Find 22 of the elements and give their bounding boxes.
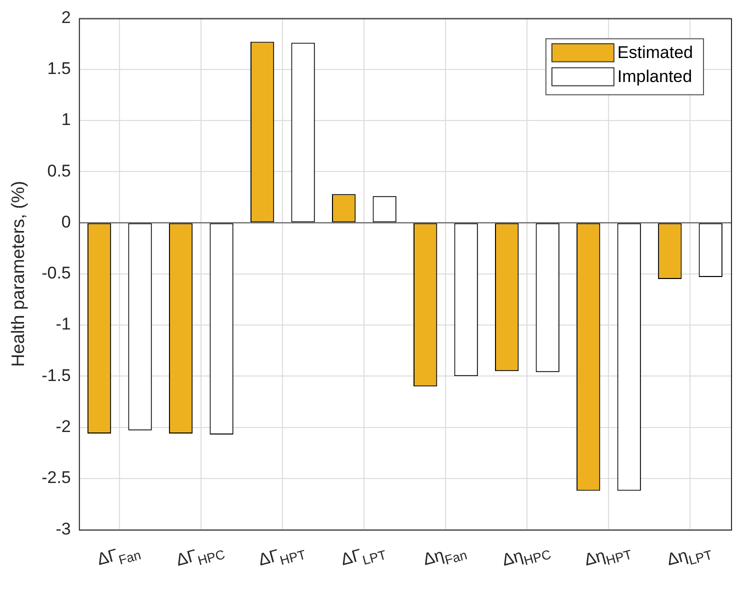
- y-tick-label: -1: [56, 314, 71, 334]
- y-tick-label: 1: [61, 110, 71, 130]
- x-tick-label: ΔηFan: [420, 545, 469, 570]
- y-tick-label: -3: [56, 519, 71, 538]
- x-tick-label: ΔΓLPT: [338, 546, 388, 570]
- x-tick-label: ΔηLPT: [664, 546, 714, 570]
- x-tick-label: ΔΓHPT: [256, 546, 308, 570]
- x-tick-label: ΔΓFan: [94, 545, 143, 570]
- x-tick-label: ΔηHPT: [582, 546, 634, 570]
- text: Implanted: [617, 66, 692, 86]
- x-tick-label: ΔΓHPC: [174, 546, 226, 570]
- y-tick-label: -0.5: [42, 264, 71, 283]
- legend-label: Estimated: [617, 42, 694, 62]
- y-tick-label: -2: [56, 417, 71, 436]
- y-tick-label: -2.5: [42, 468, 71, 488]
- y-tick-label: 2: [61, 8, 71, 27]
- y-tick-label: 0.5: [47, 161, 71, 180]
- y-tick-label: 1.5: [47, 59, 71, 78]
- y-tick-label: -1.5: [42, 366, 71, 385]
- x-tick-label: ΔηHPC: [500, 546, 553, 570]
- y-tick-label: 0: [61, 212, 71, 232]
- y-axis-title: Health parameters, (%): [8, 180, 28, 367]
